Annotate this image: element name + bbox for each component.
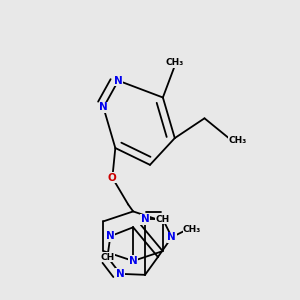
Text: N: N xyxy=(167,232,176,242)
Text: N: N xyxy=(141,214,149,224)
Text: CH: CH xyxy=(100,253,115,262)
Text: N: N xyxy=(99,102,108,112)
Text: N: N xyxy=(114,76,123,85)
Text: O: O xyxy=(108,173,117,183)
Text: N: N xyxy=(106,231,115,241)
Text: CH₃: CH₃ xyxy=(228,136,246,145)
Text: CH₃: CH₃ xyxy=(166,58,184,67)
Text: N: N xyxy=(116,269,125,279)
Text: CH: CH xyxy=(156,215,170,224)
Text: CH₃: CH₃ xyxy=(183,225,201,234)
Text: N: N xyxy=(129,256,137,266)
